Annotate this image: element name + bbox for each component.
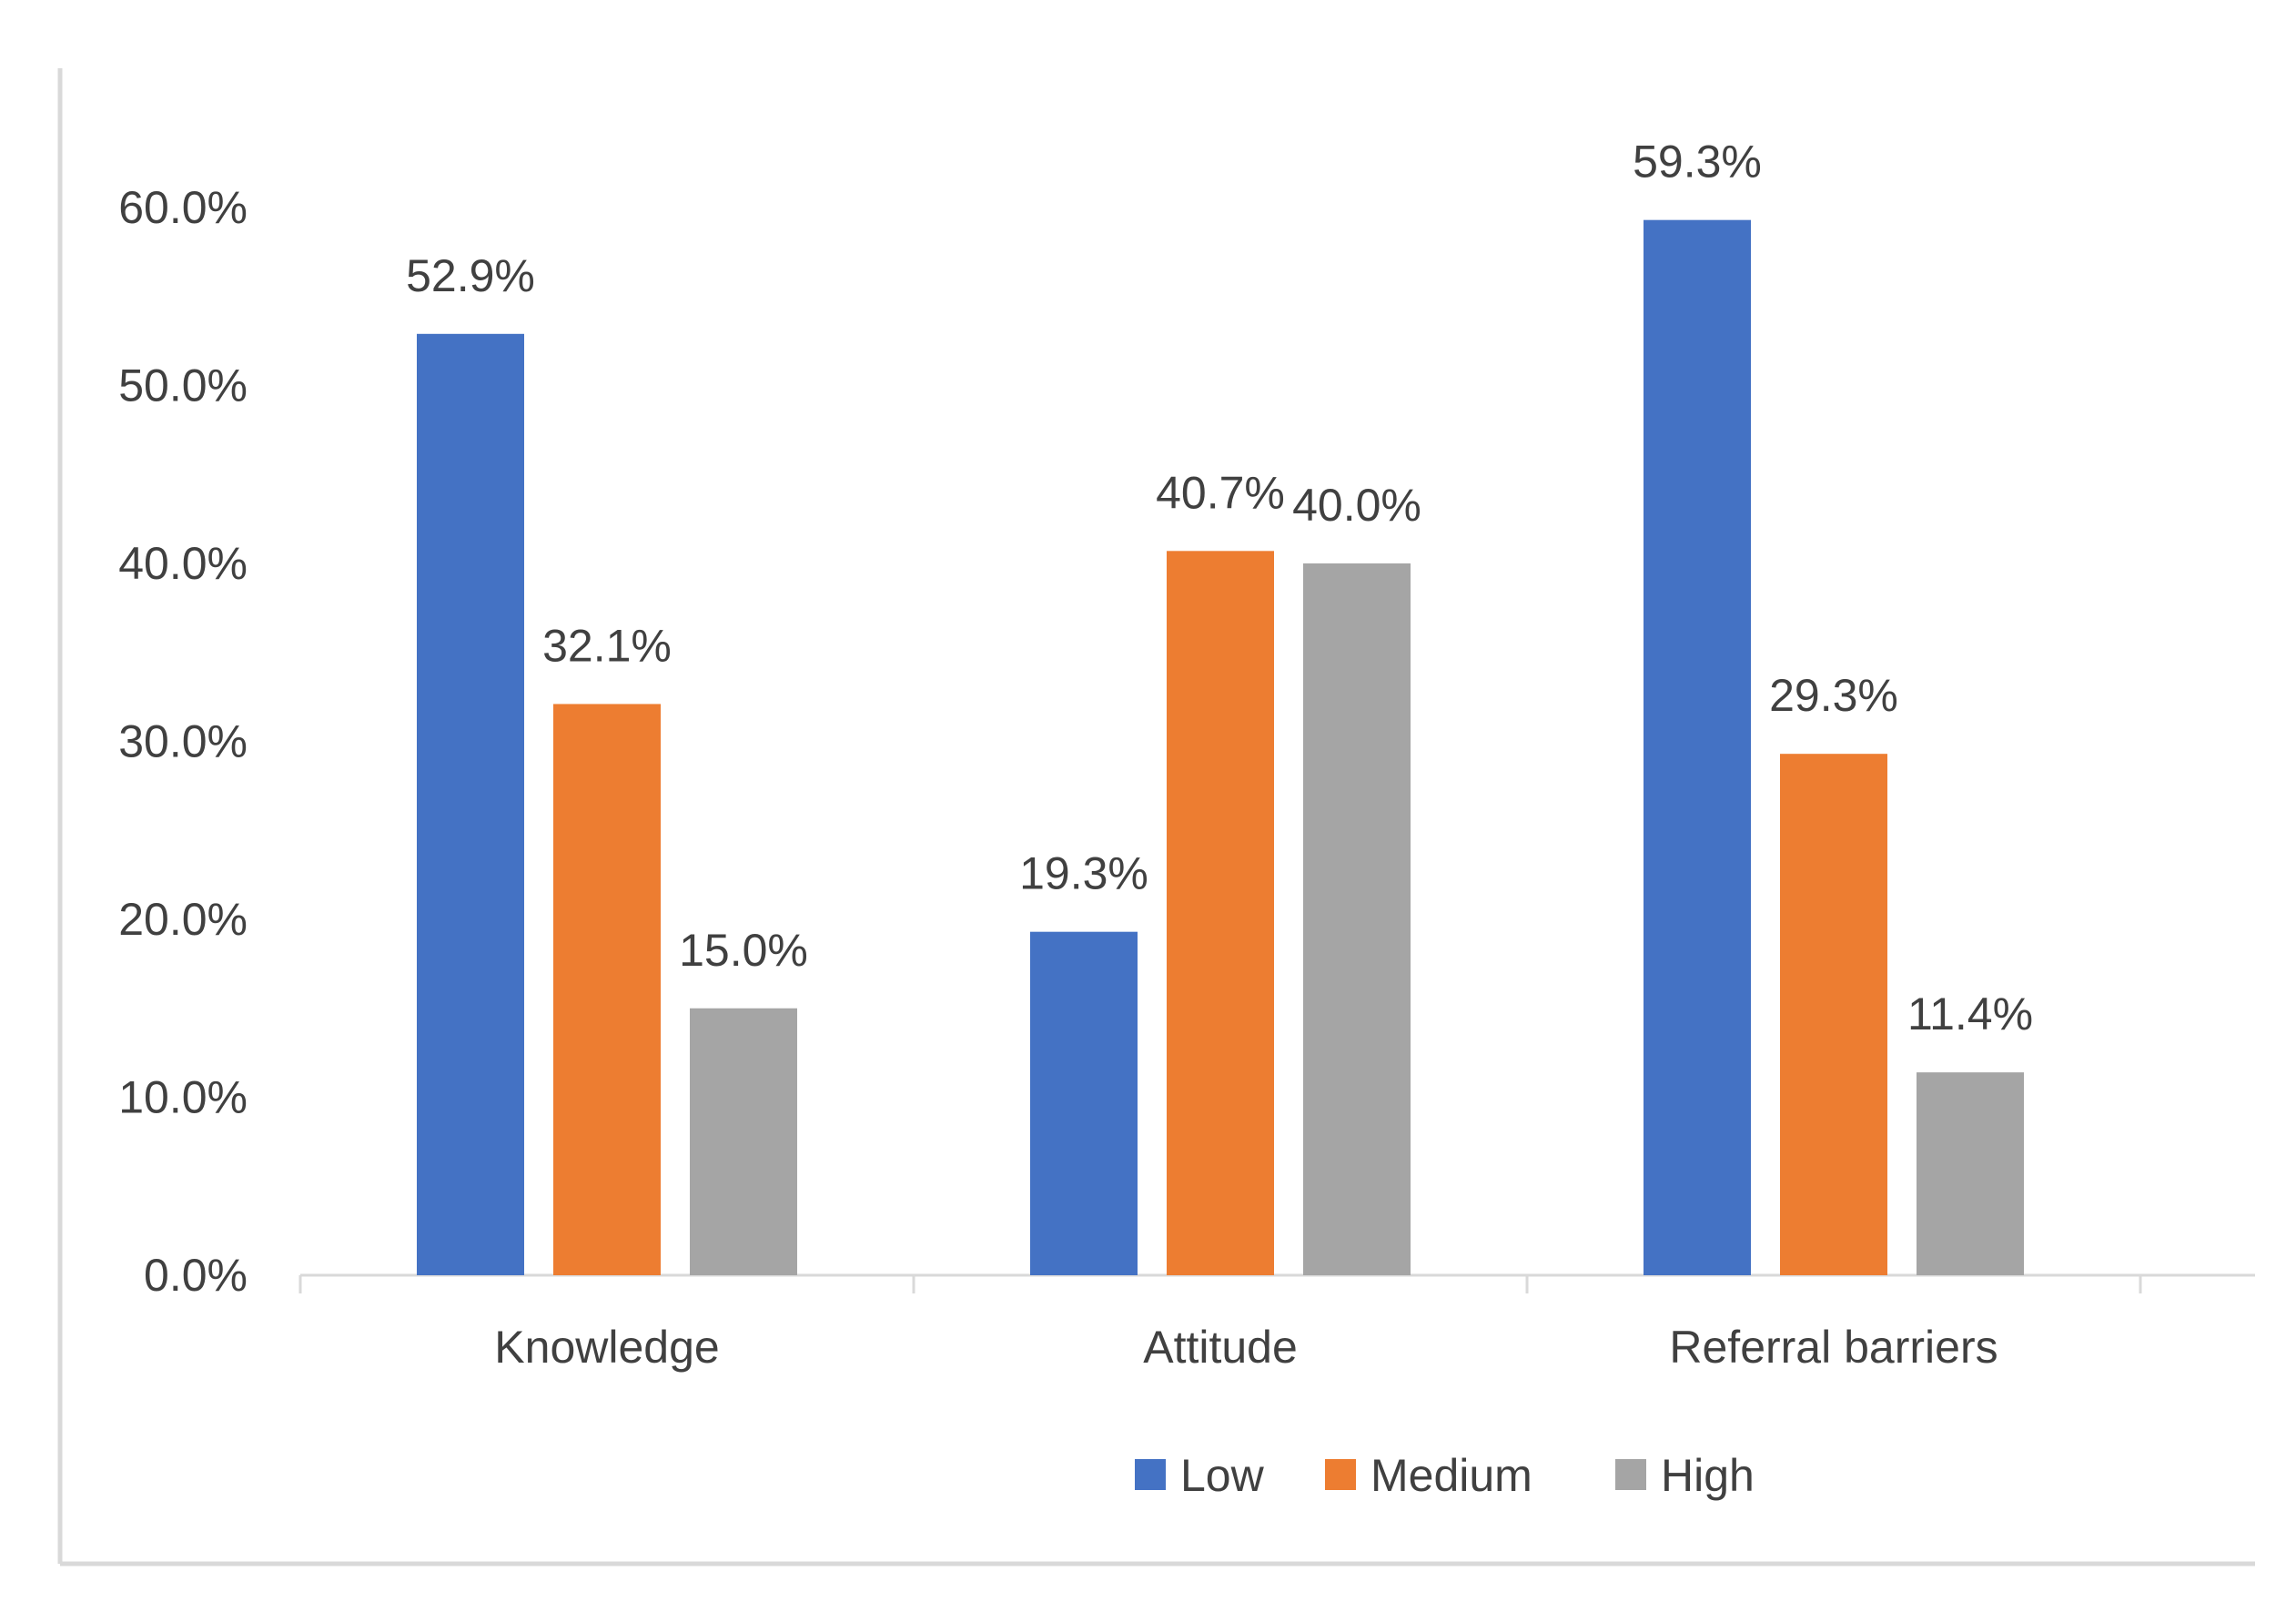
bar-low [417, 333, 524, 1276]
y-tick-label: 30.0% [118, 716, 248, 767]
legend-swatch-medium [1325, 1459, 1356, 1490]
data-label: 59.3% [1633, 137, 1762, 188]
bars [417, 219, 2024, 1276]
data-label: 40.0% [1292, 480, 1421, 531]
legend-label-high: High [1661, 1450, 1755, 1501]
bar-high [1303, 563, 1411, 1275]
data-label: 29.3% [1769, 670, 1898, 721]
bar-low [1030, 931, 1138, 1275]
legend-label-medium: Medium [1371, 1450, 1532, 1501]
bar-high [690, 1008, 797, 1275]
legend-swatch-low [1135, 1459, 1166, 1490]
y-tick-label: 20.0% [118, 894, 248, 945]
legend-label-low: Low [1180, 1450, 1265, 1501]
data-label: 40.7% [1156, 467, 1285, 518]
x-category-label: Referral barriers [1669, 1322, 1998, 1373]
x-category-label: Knowledge [494, 1322, 719, 1373]
data-labels: 52.9% 32.1% 15.0% 19.3% 40.7% 40.0% 59.3% 29.3%… [406, 137, 2033, 1039]
bar-medium [553, 704, 661, 1275]
data-label: 11.4% [1907, 989, 2033, 1039]
data-label: 15.0% [679, 925, 808, 976]
data-label: 52.9% [406, 250, 535, 301]
bar-medium [1167, 551, 1274, 1275]
bar-medium [1780, 754, 1887, 1275]
data-label: 32.1% [542, 620, 672, 671]
y-axis-labels: 0.0% 10.0% 20.0% 30.0% 40.0% 50.0% 60.0% [118, 182, 248, 1301]
y-tick-label: 60.0% [118, 182, 248, 233]
y-tick-label: 10.0% [118, 1072, 248, 1123]
y-tick-label: 0.0% [144, 1250, 248, 1301]
legend: Low Medium High [1135, 1450, 1755, 1501]
legend-swatch-high [1615, 1459, 1646, 1490]
bar-low [1644, 219, 1751, 1275]
x-category-label: Attitude [1143, 1322, 1298, 1373]
data-label: 19.3% [1019, 848, 1148, 899]
y-tick-label: 40.0% [118, 538, 248, 589]
y-tick-label: 50.0% [118, 360, 248, 411]
x-axis: Knowledge Attitude Referral barriers [298, 1273, 2255, 1373]
bar-high [1917, 1072, 2024, 1275]
